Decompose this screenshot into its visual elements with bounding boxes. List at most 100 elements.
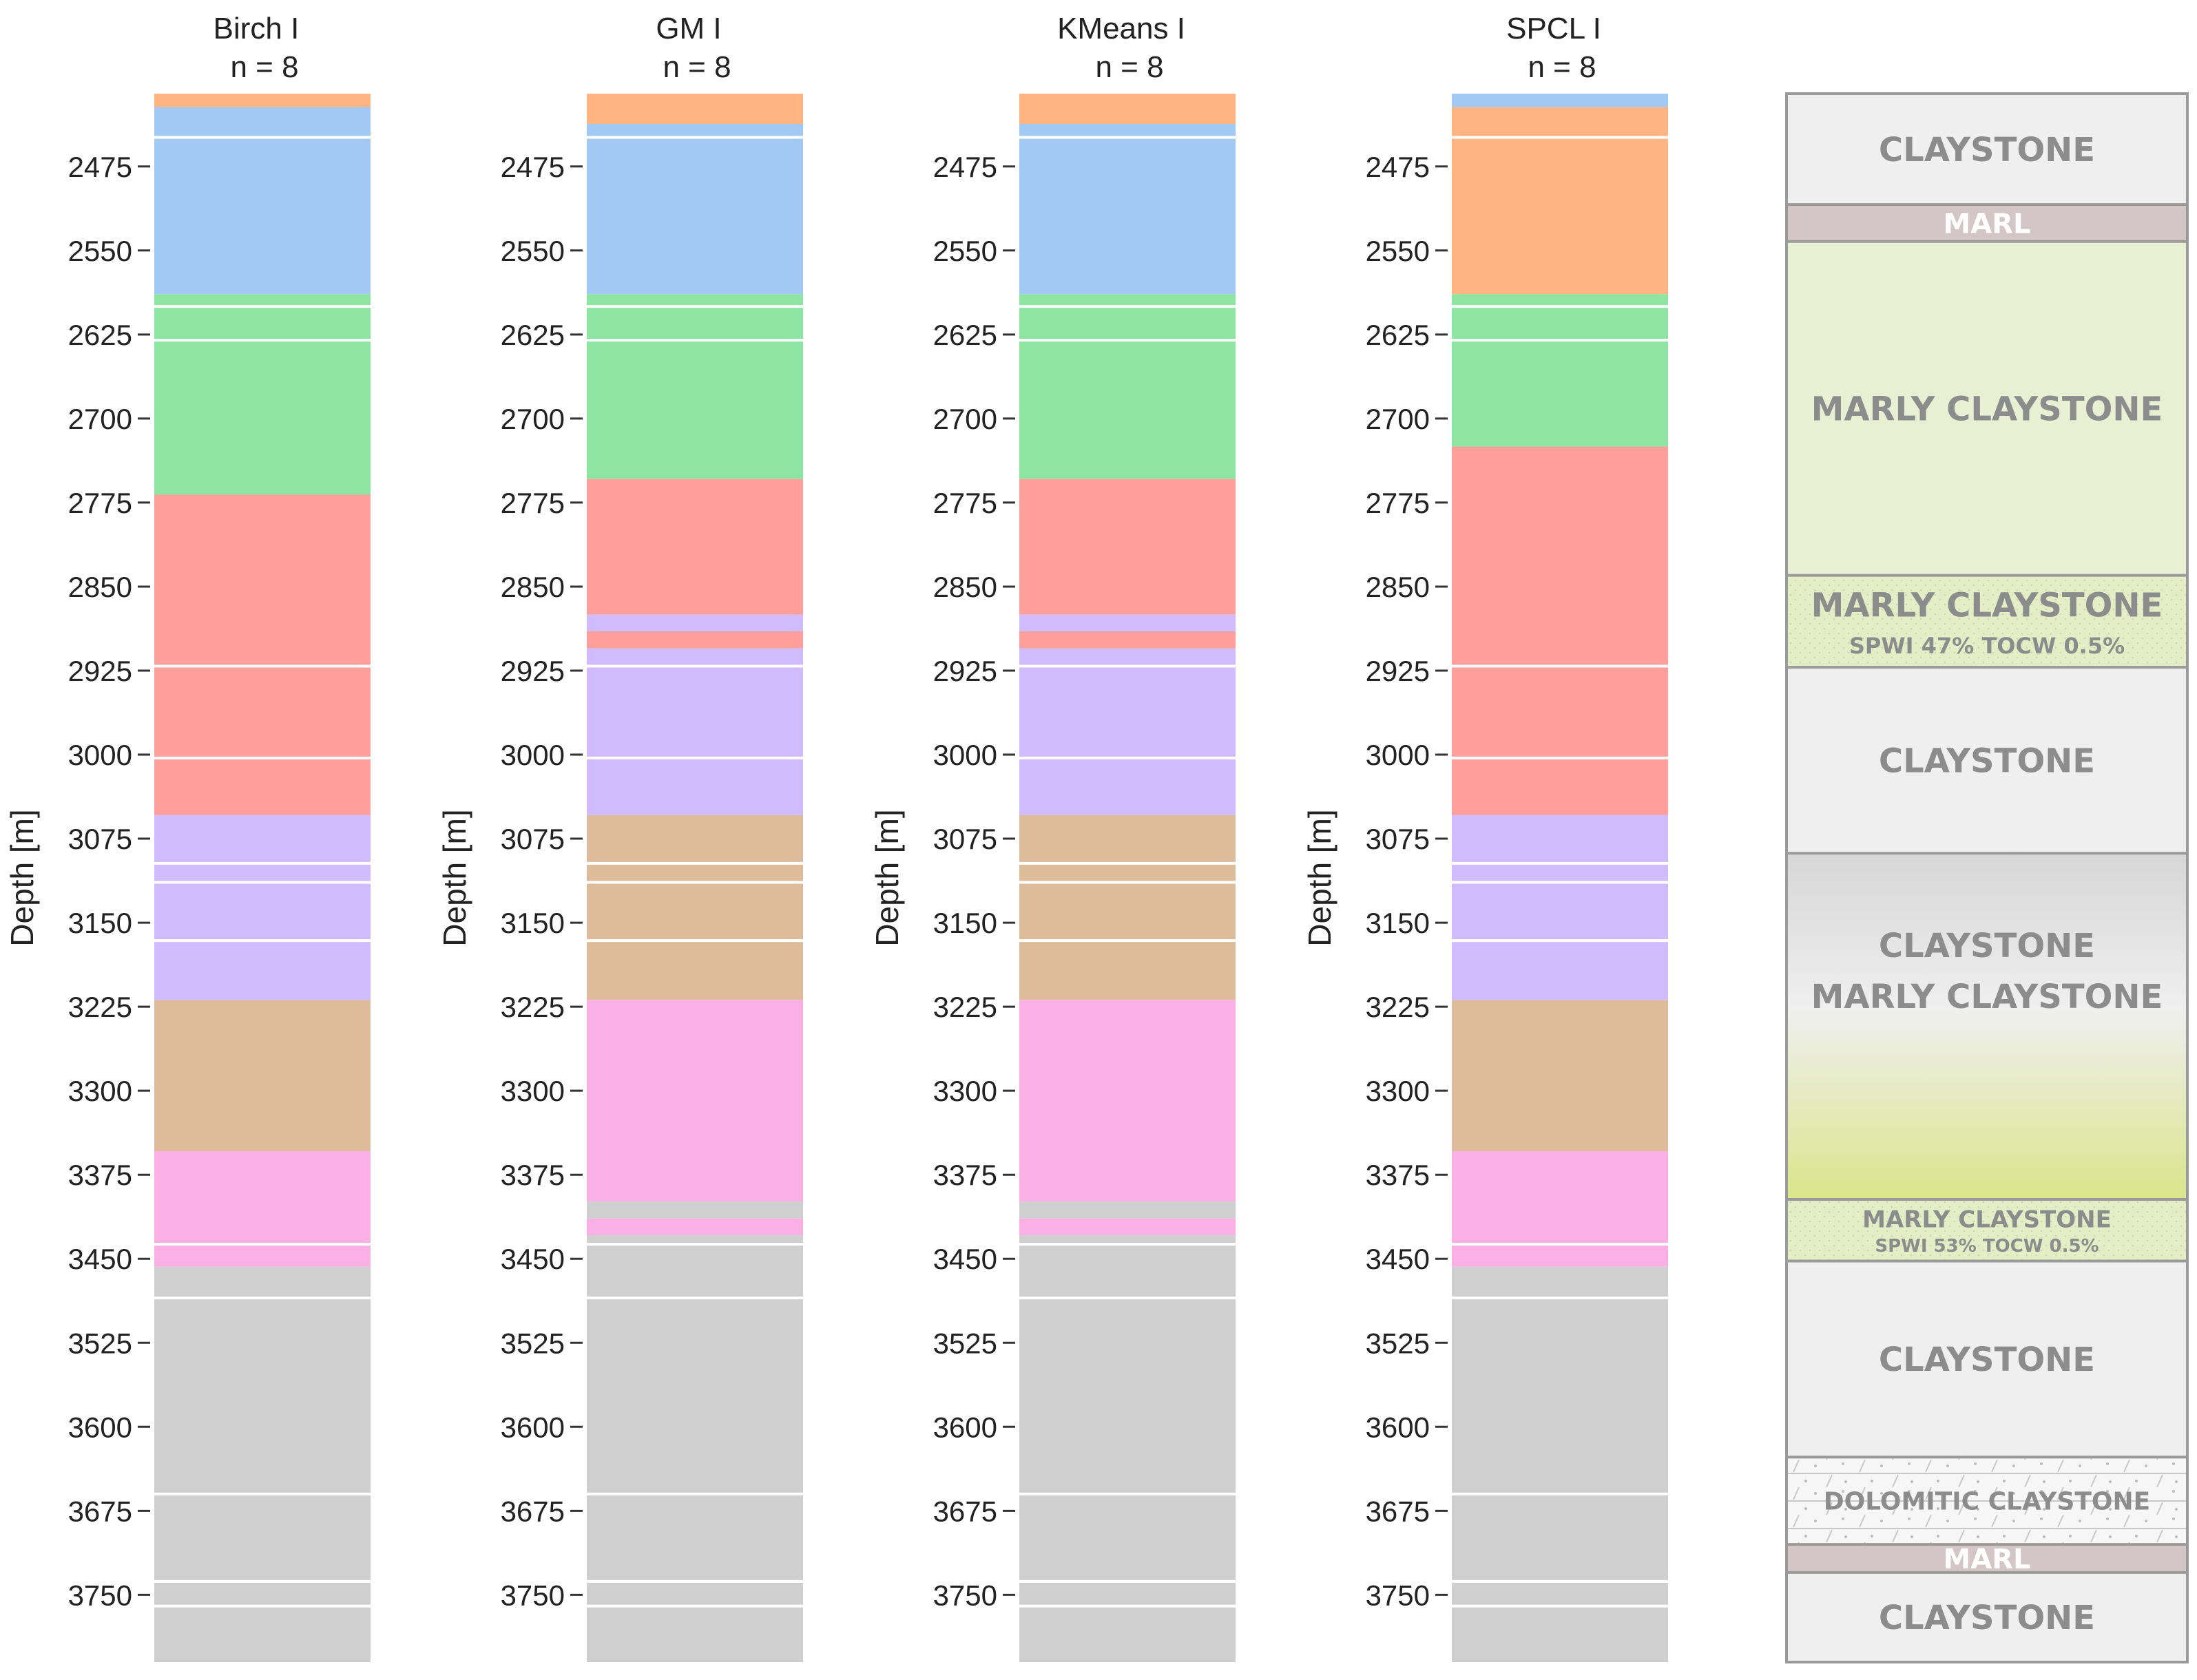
y-tick-label: 2475 [1366, 151, 1430, 183]
lithology-label: MARLY CLAYSTONE [1811, 390, 2163, 429]
lithology-unit-fill [1787, 1261, 2187, 1458]
cluster-segment-orange [1452, 107, 1668, 295]
y-axis-label: Depth [m] [4, 809, 40, 946]
y-tick-label: 2625 [1366, 319, 1430, 351]
y-tick-label: 3150 [68, 907, 132, 939]
lithology-label: CLAYSTONE [1879, 1599, 2095, 1637]
cluster-segment-blue [1019, 123, 1236, 295]
cluster-segment-purple [154, 815, 371, 1000]
y-tick-label: 2550 [1366, 235, 1430, 267]
lithology-sublabel: SPWI 53% TOCW 0.5% [1875, 1236, 2099, 1257]
y-tick-label: 3525 [1366, 1327, 1430, 1359]
y-tick-label: 3675 [933, 1495, 997, 1527]
y-tick-label: 3450 [68, 1243, 132, 1275]
y-tick-label: 3075 [68, 823, 132, 855]
cluster-segment-blue [154, 107, 371, 295]
cluster-segment-orange [587, 94, 803, 124]
y-tick-label: 3300 [501, 1075, 565, 1107]
lithology-unit-fill [1787, 853, 2187, 1199]
column-title: SPCL I [1506, 12, 1601, 45]
lithology-unit-9: MARL [1787, 1543, 2187, 1575]
y-tick-label: 3675 [1366, 1495, 1430, 1527]
cluster-segment-red [587, 631, 803, 649]
y-tick-label: 2775 [501, 487, 565, 519]
lithology-unit-7: CLAYSTONE [1787, 1259, 2187, 1458]
cluster-segment-red [1452, 446, 1668, 815]
lithology-label: MARLY CLAYSTONE [1811, 587, 2163, 625]
cluster-segment-gray [154, 1266, 371, 1662]
y-tick-label: 2925 [501, 655, 565, 687]
y-tick-label: 3750 [501, 1579, 565, 1611]
y-axis-label: Depth [m] [869, 809, 905, 946]
y-tick-label: 3600 [68, 1411, 132, 1443]
column-n-label: n = 8 [663, 50, 731, 84]
cluster-segment-red [587, 479, 803, 615]
lithology-unit-fill [1787, 241, 2187, 576]
cluster-segment-red [1019, 479, 1236, 615]
lithology-unit-4: CLAYSTONE [1787, 666, 2187, 854]
y-tick-label: 3225 [68, 991, 132, 1023]
y-tick-label: 2475 [501, 151, 565, 183]
y-tick-label: 2850 [501, 571, 565, 603]
y-tick-label: 3000 [501, 739, 565, 771]
lithology-label: CLAYSTONE [1879, 927, 2095, 965]
y-axis-label: Depth [m] [437, 809, 472, 946]
cluster-segment-orange [154, 94, 371, 107]
cluster-segment-brown [154, 1000, 371, 1152]
cluster-segment-pink [1452, 1151, 1668, 1267]
y-tick-label: 2775 [933, 487, 997, 519]
cluster-segment-purple [587, 614, 803, 632]
y-tick-label: 3375 [501, 1159, 565, 1191]
lithology-unit-1: MARL [1787, 203, 2187, 242]
lithology-unit-fill [1787, 1572, 2187, 1662]
lithology-unit-fill [1787, 94, 2187, 205]
y-tick-label: 3525 [501, 1327, 565, 1359]
y-tick-label: 3375 [933, 1159, 997, 1191]
cluster-segment-pink [1019, 1000, 1236, 1202]
y-tick-label: 3150 [933, 907, 997, 939]
y-tick-label: 3075 [501, 823, 565, 855]
cluster-segment-green [154, 294, 371, 495]
lithology-unit-3: MARLY CLAYSTONE SPWI 47% TOCW 0.5% [1787, 574, 2187, 668]
y-tick-label: 3450 [933, 1243, 997, 1275]
y-tick-label: 3675 [68, 1495, 132, 1527]
y-tick-label: 2550 [933, 235, 997, 267]
y-tick-label: 2700 [933, 403, 997, 435]
y-tick-label: 2925 [68, 655, 132, 687]
dolomite-pattern [1787, 1457, 2187, 1545]
y-tick-label: 3375 [68, 1159, 132, 1191]
cluster-segment-purple [1452, 815, 1668, 1000]
y-tick-label: 3300 [1366, 1075, 1430, 1107]
lithology-unit-5: CLAYSTONE MARLY CLAYSTONE [1787, 852, 2187, 1199]
cluster-segment-orange [1019, 94, 1236, 124]
lithology-unit-6: MARLY CLAYSTONE SPWI 53% TOCW 0.5% [1787, 1197, 2187, 1261]
column-n-label: n = 8 [1528, 50, 1596, 84]
y-tick-label: 3525 [68, 1327, 132, 1359]
y-tick-label: 3225 [1366, 991, 1430, 1023]
cluster-segment-purple [1019, 648, 1236, 815]
cluster-column-2: KMeans I n = 8 2475 2550 2625 2700 2775 2850 292… [869, 12, 1236, 1662]
y-tick-label: 2925 [933, 655, 997, 687]
cluster-segment-red [1019, 631, 1236, 649]
y-axis-label: Depth [m] [1302, 809, 1337, 946]
y-tick-label: 2475 [933, 151, 997, 183]
y-tick-label: 2550 [501, 235, 565, 267]
y-tick-label: 3300 [68, 1075, 132, 1107]
cluster-segment-pink [154, 1151, 371, 1267]
lithology-sublabel: SPWI 47% TOCW 0.5% [1849, 633, 2125, 659]
lithology-unit-fill [1787, 667, 2187, 854]
y-tick-label: 3150 [501, 907, 565, 939]
y-tick-label: 2775 [68, 487, 132, 519]
y-tick-label: 2625 [68, 319, 132, 351]
y-tick-label: 3000 [933, 739, 997, 771]
y-tick-label: 3600 [933, 1411, 997, 1443]
column-n-label: n = 8 [230, 50, 298, 84]
cluster-segment-purple [1019, 614, 1236, 632]
cluster-segment-pink [587, 1218, 803, 1236]
cluster-segment-brown [587, 815, 803, 1000]
lithology-unit-fill [1787, 204, 2187, 242]
y-tick-label: 2850 [68, 571, 132, 603]
column-title: Birch I [214, 12, 300, 45]
